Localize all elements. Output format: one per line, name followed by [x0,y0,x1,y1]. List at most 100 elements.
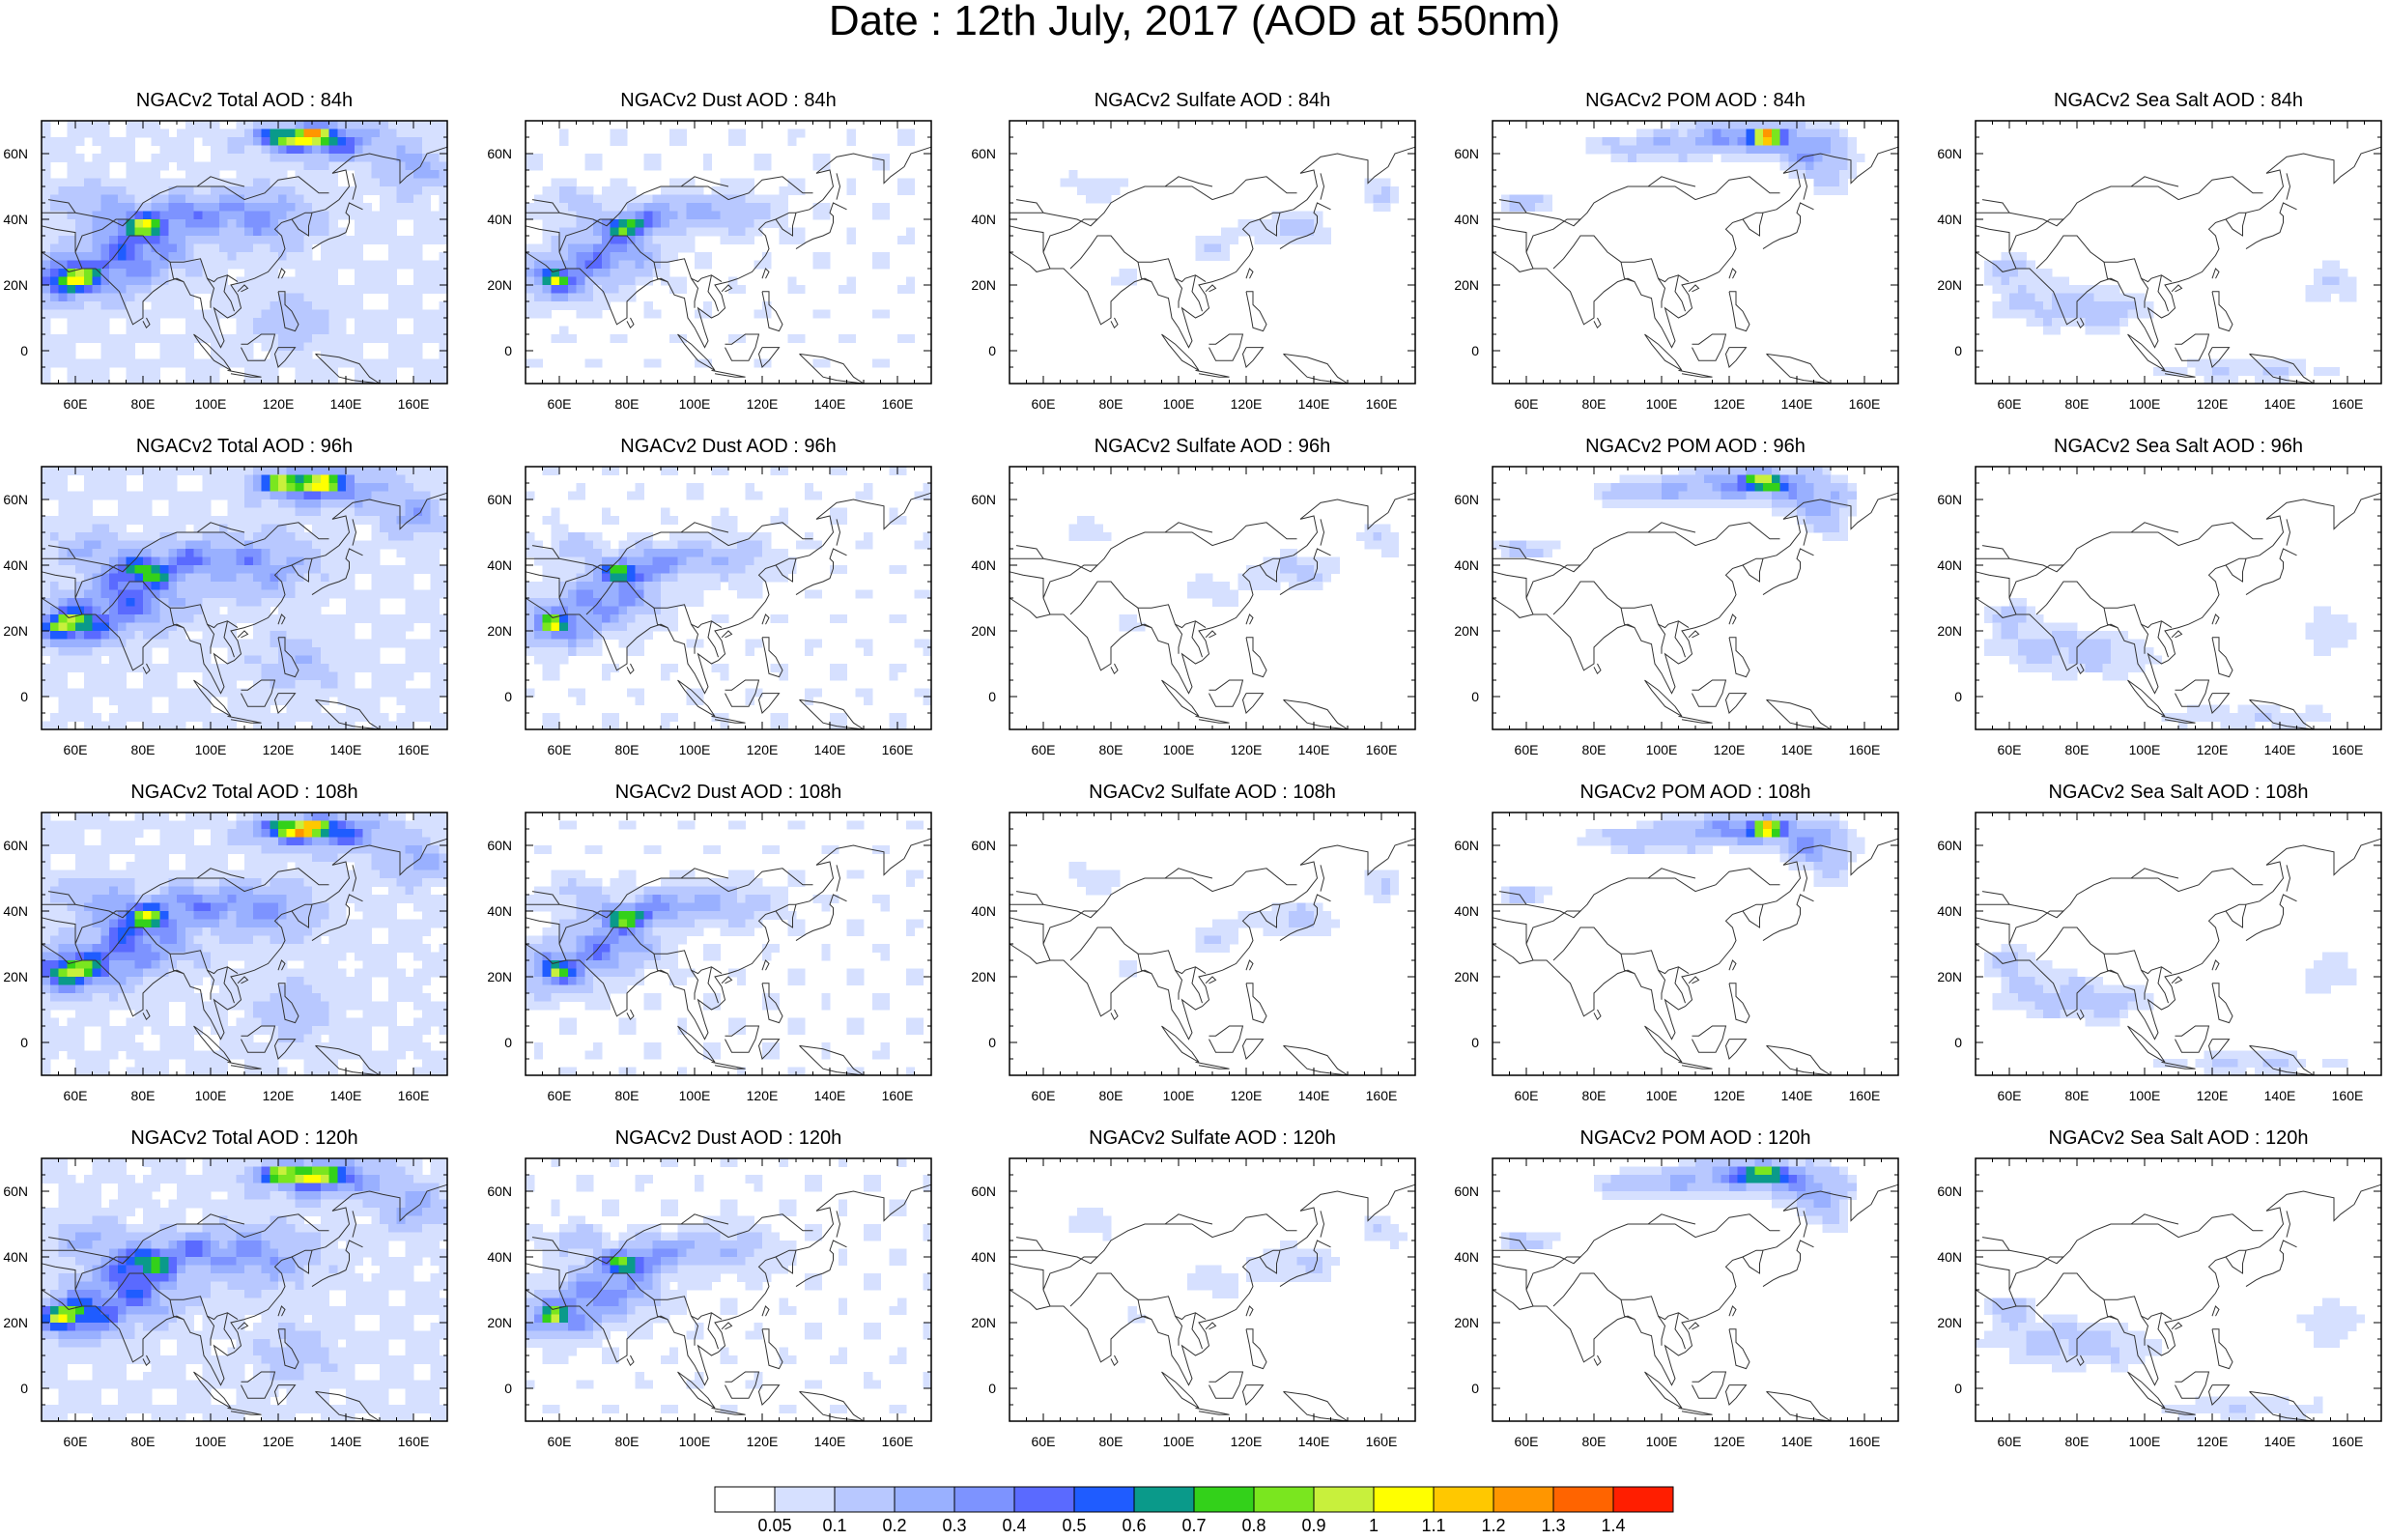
lon-tick-label: 140E [814,742,846,757]
aod-field [42,121,448,385]
coastlines [1976,1184,2381,1421]
lon-tick-label: 140E [814,1434,846,1449]
lon-tick-label: 140E [2264,1434,2296,1449]
lat-tick-label: 40N [487,557,512,573]
lat-tick-label: 20N [1454,1315,1479,1330]
lat-tick-label: 40N [1454,212,1479,227]
colorbar-label: 0.05 [757,1516,791,1535]
lon-tick-label: 140E [1781,1434,1813,1449]
lon-tick-label: 120E [747,396,779,412]
lat-tick-label: 20N [487,623,512,639]
lon-tick-label: 100E [1646,742,1678,757]
lat-tick-label: 20N [971,623,996,639]
lon-tick-label: 160E [882,1434,914,1449]
panel-title: NGACv2 Sea Salt AOD : 120h [1976,1127,2381,1149]
lat-tick-label: 60N [3,492,28,507]
lat-tick-label: 40N [487,903,512,919]
lon-tick-label: 100E [1646,396,1678,412]
coastlines [1976,839,2381,1075]
lon-tick-label: 80E [131,1088,156,1103]
lon-tick-label: 140E [2264,742,2296,757]
lon-tick-label: 80E [615,396,640,412]
lat-tick-label: 20N [971,969,996,984]
lon-tick-label: 100E [2129,1088,2161,1103]
panel-title: NGACv2 Total AOD : 120h [42,1127,447,1149]
colorbar-swatch [1374,1487,1434,1512]
colorbar-swatch [1434,1487,1493,1512]
lon-tick-label: 60E [1515,1088,1539,1103]
lon-tick-label: 160E [1849,742,1881,757]
panel-title: NGACv2 POM AOD : 108h [1493,782,1898,803]
lon-tick-label: 140E [2264,1088,2296,1103]
lon-tick-label: 120E [263,1088,295,1103]
lon-tick-label: 160E [1849,396,1881,412]
lat-tick-label: 0 [1954,1381,1962,1396]
lat-tick-label: 60N [1454,492,1479,507]
aod-field [42,1158,448,1422]
lon-tick-label: 140E [1298,1434,1330,1449]
lat-tick-label: 60N [3,838,28,853]
panel-title: NGACv2 POM AOD : 120h [1493,1127,1898,1149]
lon-tick-label: 80E [2065,1434,2090,1449]
lat-tick-label: 60N [971,492,996,507]
lon-tick-label: 60E [1998,396,2022,412]
lon-tick-label: 100E [679,1434,711,1449]
lon-tick-label: 100E [195,1088,227,1103]
lon-tick-label: 80E [1582,742,1607,757]
lat-tick-label: 40N [3,1249,28,1265]
lon-tick-label: 100E [679,1088,711,1103]
lon-tick-label: 120E [2197,1434,2229,1449]
lon-tick-label: 120E [263,742,295,757]
lon-tick-label: 100E [195,1434,227,1449]
lon-tick-label: 80E [1099,1434,1123,1449]
panel-title: NGACv2 Dust AOD : 108h [526,782,931,803]
lon-tick-label: 80E [131,1434,156,1449]
lat-tick-label: 60N [487,838,512,853]
panel-title: NGACv2 Total AOD : 84h [42,90,447,111]
lon-tick-label: 120E [2197,396,2229,412]
lat-tick-label: 20N [3,969,28,984]
lon-tick-label: 60E [1515,1434,1539,1449]
lat-tick-label: 0 [504,1035,512,1050]
lat-tick-label: 40N [1454,557,1479,573]
lat-tick-label: 40N [487,1249,512,1265]
lon-tick-label: 120E [2197,742,2229,757]
lon-tick-label: 60E [1032,742,1056,757]
lon-tick-label: 160E [2332,396,2364,412]
lon-tick-label: 160E [2332,742,2364,757]
lon-tick-label: 80E [1099,396,1123,412]
panel-title: NGACv2 Sea Salt AOD : 84h [1976,90,2381,111]
panel-title: NGACv2 Sea Salt AOD : 96h [1976,436,2381,457]
lon-tick-label: 60E [548,1434,572,1449]
lat-tick-label: 0 [988,343,996,358]
colorbar-swatch [1134,1487,1194,1512]
lat-tick-label: 40N [3,212,28,227]
colorbar-swatch [1014,1487,1074,1512]
colorbar-swatch [775,1487,835,1512]
lat-tick-label: 40N [487,212,512,227]
lat-tick-label: 60N [1937,838,1962,853]
panel-title: NGACv2 Total AOD : 96h [42,436,447,457]
lon-tick-label: 80E [615,1434,640,1449]
aod-field [1493,467,1857,557]
colorbar-swatch [1194,1487,1254,1512]
panel-title: NGACv2 Sulfate AOD : 108h [1010,782,1415,803]
lat-tick-label: 60N [1454,146,1479,161]
lon-tick-label: 80E [131,742,156,757]
